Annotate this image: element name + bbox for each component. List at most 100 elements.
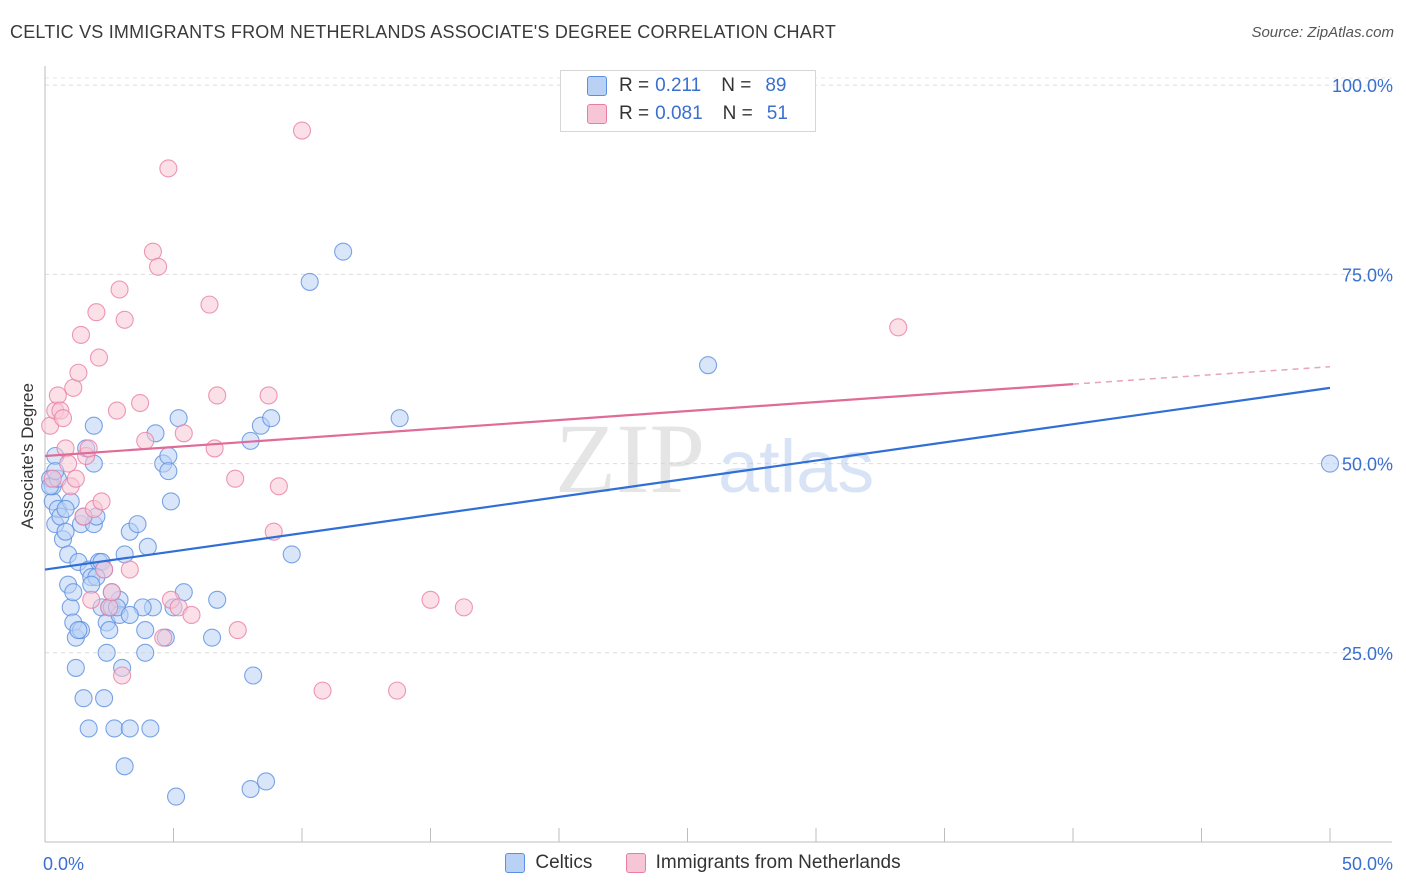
axes [44,66,1392,843]
celtics-point [64,583,83,602]
netherlands-swatch [587,104,607,124]
celtics-point [699,356,718,375]
celtics-point [120,719,139,738]
netherlands-point [228,621,247,640]
r-label: R = [619,103,650,124]
celtics-point [115,545,134,564]
netherlands-point [43,469,62,488]
celtics-point [61,598,80,617]
netherlands-point [64,378,83,397]
netherlands-point [182,605,201,624]
x-tick-label: 0.0% [43,854,84,874]
netherlands-legend-swatch [625,853,646,873]
netherlands-point [92,492,111,511]
x-tick-label: 50.0% [1342,854,1393,874]
stats-row-netherlands: R = 0.081 N = 51 [587,101,788,127]
celtics-legend-swatch [505,853,526,873]
watermark: ZIP atlas [555,403,874,514]
celtics-point [136,643,155,662]
celtics-point [105,719,124,738]
grid-lines [45,77,1392,654]
celtics-point [82,575,101,594]
netherlands-point [136,431,155,450]
netherlands-point [200,295,219,314]
celtics-trend-line [44,386,1331,571]
y-tick-label: 25.0% [1342,644,1393,664]
netherlands-point [100,598,119,617]
chart-source: Source: ZipAtlas.com [1251,24,1394,41]
netherlands-point [205,439,224,458]
n-value: 89 [765,75,787,96]
watermark-zip: ZIP [555,403,705,514]
n-label: N = [721,75,752,96]
netherlands-point [313,681,332,700]
celtics-point [141,719,160,738]
netherlands-point [87,303,106,322]
celtics-point [390,409,409,428]
netherlands-point [115,310,134,329]
netherlands-point [59,454,78,473]
tick-labels: 25.0% 50.0% 75.0% 100.0% 0.0% 50.0% [43,76,1393,874]
n-value: 51 [766,103,788,124]
bottom-legend: Celtics Immigrants from Netherlands [0,852,1406,879]
netherlands-point [69,363,88,382]
celtics-point [203,628,222,647]
netherlands-point [208,386,227,405]
celtics-point [74,689,93,708]
celtics-point [334,242,353,261]
netherlands-point [113,666,132,685]
watermark-atlas: atlas [718,425,874,508]
netherlands-point [154,628,173,647]
celtics-point [1320,454,1340,473]
n-label: N = [722,103,753,124]
y-axis-label: Associate's Degree [18,383,37,529]
celtics-point [79,719,98,738]
netherlands-point [159,159,178,178]
celtics-point [161,492,180,511]
celtics-point [100,621,119,640]
celtics-point [136,621,155,640]
celtics-point [97,643,116,662]
netherlands-point [143,242,162,261]
celtics-point [300,272,319,291]
netherlands-point [102,583,121,602]
netherlands-point [89,348,109,367]
netherlands-point [66,469,85,488]
celtics-point [241,779,260,799]
celtics-point [95,689,114,708]
legend-item-netherlands[interactable]: Immigrants from Netherlands [625,852,901,874]
netherlands-point [259,386,278,405]
netherlands-point [95,560,114,579]
celtics-point [262,409,281,428]
netherlands-point [107,401,127,420]
netherlands-point [120,560,139,579]
netherlands-point [421,590,440,609]
netherlands-point [131,393,150,413]
stats-row-celtics: R = 0.211 N = 89 [587,73,787,99]
netherlands-point [110,280,129,299]
netherlands-point [48,386,67,405]
celtics-point [66,658,85,677]
celtics-point [256,772,276,791]
netherlands-point [149,257,168,276]
y-tick-label: 75.0% [1342,265,1393,285]
celtics-point [84,416,103,435]
celtics-point [138,537,157,556]
r-value: 0.211 [655,75,702,96]
celtics-point [115,757,134,776]
legend-label-celtics: Celtics [535,852,593,873]
netherlands-point [82,590,101,609]
netherlands-trend-line [44,383,1074,458]
celtics-point [56,522,75,541]
y-tick-label: 50.0% [1342,455,1393,475]
r-label: R = [619,75,650,96]
celtics-point [56,499,75,519]
netherlands-point [174,424,193,443]
legend-item-celtics[interactable]: Celtics [505,852,592,874]
celtics-point [244,666,263,685]
netherlands-trend-extension [1072,365,1331,385]
celtics-point [208,590,227,609]
celtics-point [159,446,178,466]
netherlands-point [53,409,73,428]
netherlands-point [454,598,473,617]
